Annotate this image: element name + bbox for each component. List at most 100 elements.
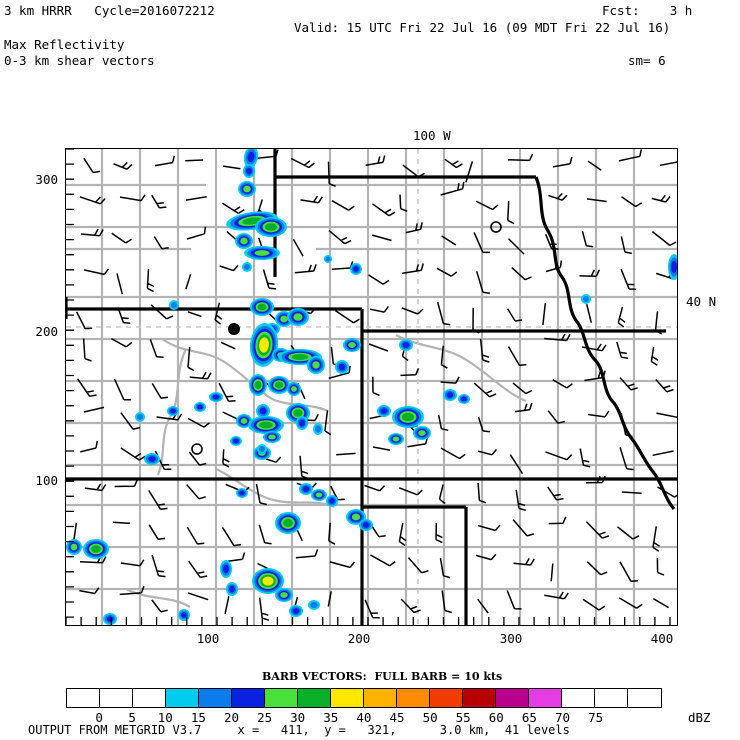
colorbar-segment-14 — [528, 689, 562, 707]
colorbar-segment-8 — [330, 689, 364, 707]
colorbar-tick-55: 55 — [455, 710, 471, 725]
echo-cell-43-level-3 — [70, 543, 78, 551]
colorbar-tick-60: 60 — [488, 710, 504, 725]
echo-cell-42-level-4 — [91, 545, 101, 553]
echo-cell-54-level-2 — [181, 612, 187, 618]
colorbar-tick-70: 70 — [554, 710, 571, 725]
colorbar-segment-3 — [165, 689, 199, 707]
colorbar-segment-1 — [99, 689, 133, 707]
station-dot[interactable] — [228, 323, 240, 335]
echo-cell-20-level-4 — [293, 409, 303, 417]
city-marker-open-2[interactable] — [490, 221, 502, 233]
echo-cell-34-level-3 — [418, 430, 426, 436]
echo-cell-46-level-3 — [351, 513, 361, 521]
forecast-hour: Fcst: 3 h — [602, 3, 693, 18]
echo-cell-25-level-3 — [240, 418, 248, 424]
map-canvas — [66, 149, 677, 625]
field-name: Max Reflectivity — [4, 37, 125, 52]
echo-cell-50-level-2 — [223, 564, 229, 574]
x-axis-tick-100: 100 — [196, 631, 220, 646]
x-axis-tick-200: 200 — [347, 631, 371, 646]
colorbar-segment-4 — [198, 689, 232, 707]
colorbar-segment-5 — [231, 689, 265, 707]
y-axis-tick-100: 100 — [35, 473, 58, 488]
colorbar-tick-45: 45 — [389, 710, 405, 725]
colorbar-segment-17 — [627, 689, 661, 707]
echo-cell-7-level-1 — [243, 263, 251, 271]
echo-cell-24-level-2 — [212, 394, 220, 400]
colorbar-tick-25: 25 — [257, 710, 273, 725]
echo-cell-37-level-2 — [338, 363, 346, 371]
axis-ticks — [66, 149, 671, 625]
echo-cell-55-level-2 — [106, 616, 114, 622]
echo-cell-62-level-3 — [348, 342, 356, 348]
echo-cell-61-level-2 — [461, 396, 467, 402]
echo-cell-29-level-1 — [314, 425, 322, 433]
colorbar-segment-6 — [264, 689, 298, 707]
echo-cell-18-level-3 — [291, 386, 297, 392]
echo-cell-48-level-5 — [262, 576, 274, 586]
echo-cell-1-level-2 — [246, 167, 252, 175]
vector-description: 0-3 km shear vectors — [4, 53, 155, 68]
longitude-label: 100 W — [413, 128, 451, 143]
echo-cell-44-level-2 — [148, 456, 156, 462]
echo-cell-5-level-3 — [240, 237, 248, 245]
echo-cell-16-level-4 — [254, 380, 262, 390]
echo-cell-59-level-1 — [170, 301, 178, 309]
colorbar-segment-9 — [363, 689, 397, 707]
echo-cell-39-level-2 — [302, 486, 310, 492]
colorbar-tick-labels: 0 5 10 15 20 25 30 35 40 45 50 55 60 65 70 75 — [0, 710, 740, 726]
echo-cell-64-level-2 — [239, 490, 245, 496]
colorbar-tick-40: 40 — [356, 710, 372, 725]
colorbar-segment-13 — [495, 689, 529, 707]
echo-cell-19-level-2 — [259, 407, 267, 415]
colorbar-unit-label: dBZ — [688, 710, 711, 725]
wind-barb-field — [72, 149, 677, 621]
echo-cell-33-level-4 — [401, 412, 415, 422]
colorbar-segment-2 — [132, 689, 166, 707]
colorbar-segment-15 — [561, 689, 595, 707]
echo-cell-4-level-4 — [264, 223, 278, 231]
echo-cell-40-level-3 — [315, 492, 323, 498]
echo-cell-35-level-3 — [392, 436, 400, 442]
echo-cell-45-level-4 — [283, 518, 293, 528]
colorbar-tick-75: 75 — [588, 710, 604, 725]
echo-cell-38-level-2 — [353, 266, 359, 272]
y-axis-tick-300: 300 — [35, 172, 58, 187]
colorbar-tick-30: 30 — [290, 710, 306, 725]
echo-cell-49-level-3 — [280, 592, 288, 598]
colorbar-tick-0: 0 — [95, 710, 103, 725]
output-footer: OUTPUT FROM METGRID V3.7 x = 411, y = 32… — [28, 723, 570, 737]
echo-cell-8-level-4 — [257, 303, 267, 311]
echo-cell-6-level-3 — [254, 250, 270, 256]
radar-map-panel[interactable] — [65, 148, 678, 626]
colorbar-tick-50: 50 — [422, 710, 438, 725]
reflectivity-echoes — [66, 149, 677, 625]
echo-cell-57-level-1 — [582, 295, 590, 303]
echo-cell-21-level-2 — [197, 404, 203, 410]
y-axis-tick-200: 200 — [35, 324, 58, 339]
echo-cell-2-level-3 — [243, 185, 251, 193]
echo-cell-14-level-4 — [291, 353, 309, 361]
model-title: 3 km HRRR Cycle=2016072212 — [4, 3, 215, 18]
city-marker-open[interactable] — [191, 443, 203, 455]
x-axis-tick-400: 400 — [650, 631, 674, 646]
echo-cell-56-level-2 — [671, 260, 677, 274]
echo-cell-9-level-3 — [280, 315, 288, 323]
echo-cell-26-level-4 — [259, 421, 273, 429]
echo-cell-0-level-2 — [247, 151, 255, 163]
storm-motion-label: sm= 6 — [628, 53, 666, 68]
echo-cell-36-level-1 — [258, 445, 266, 453]
state-boundaries — [66, 149, 677, 625]
echo-cell-28-level-2 — [299, 419, 305, 427]
echo-cell-47-level-2 — [362, 522, 370, 528]
colorbar-segment-12 — [462, 689, 496, 707]
reflectivity-colorbar[interactable] — [66, 688, 662, 708]
colorbar-tick-65: 65 — [521, 710, 537, 725]
latitude-label: 40 N — [686, 294, 717, 309]
colorbar-tick-10: 10 — [157, 710, 173, 725]
echo-cell-60-level-2 — [446, 392, 454, 398]
valid-time: Valid: 15 UTC Fri 22 Jul 16 (09 MDT Fri … — [294, 20, 671, 35]
echo-cell-51-level-2 — [229, 585, 235, 593]
echo-cell-10-level-3 — [293, 313, 303, 321]
